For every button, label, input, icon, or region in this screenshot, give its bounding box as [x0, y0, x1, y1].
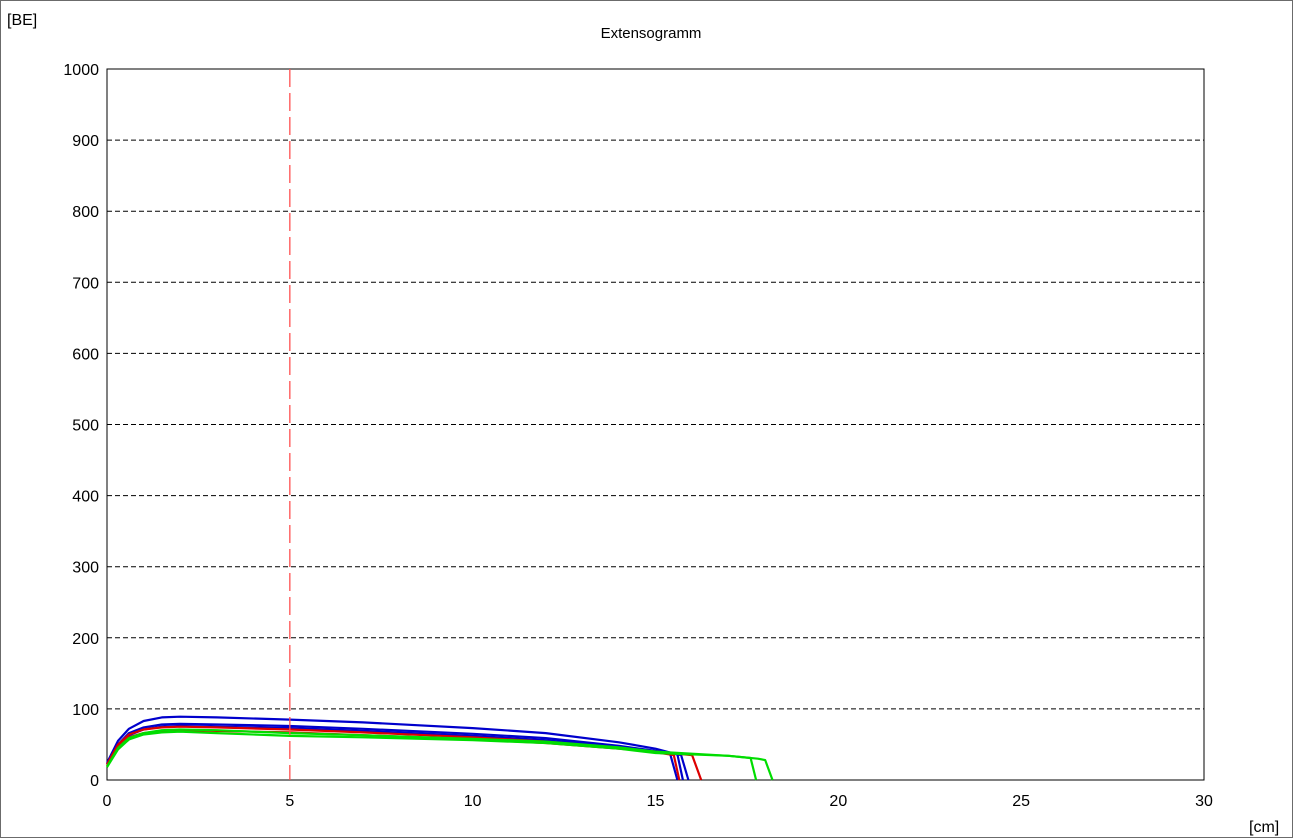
y-tick-label: 900 [72, 133, 99, 150]
y-tick-label: 700 [72, 275, 99, 292]
y-tick-label: 0 [90, 773, 99, 790]
x-tick-label: 5 [285, 793, 294, 810]
y-tick-label: 200 [72, 631, 99, 648]
x-tick-label: 25 [1012, 793, 1030, 810]
y-tick-label: 800 [72, 204, 99, 221]
y-tick-label: 600 [72, 346, 99, 363]
series-line-6 [106, 730, 758, 781]
x-axis-unit-label: [cm] [1249, 819, 1279, 836]
x-tick-label: 15 [647, 793, 665, 810]
y-axis-unit-label: [BE] [7, 12, 37, 29]
y-tick-label: 100 [72, 702, 99, 719]
y-tick-label: 500 [72, 418, 99, 435]
chart-title: Extensogramm [601, 25, 702, 42]
x-tick-label: 20 [829, 793, 847, 810]
series-layer [106, 715, 774, 781]
y-tick-label: 1000 [63, 62, 99, 79]
x-tick-label: 10 [464, 793, 482, 810]
y-tick-label: 400 [72, 489, 99, 506]
x-tick-label: 30 [1195, 793, 1213, 810]
grid-layer [107, 139, 1204, 710]
tick-layer: 0 100 200 300 400 500 600 700 800 900 1000 0 5 10 15 20… [63, 62, 1213, 810]
series-line-7 [106, 728, 774, 781]
series-line-4 [106, 725, 681, 781]
y-tick-label: 300 [72, 560, 99, 577]
x-tick-label: 0 [103, 793, 112, 810]
